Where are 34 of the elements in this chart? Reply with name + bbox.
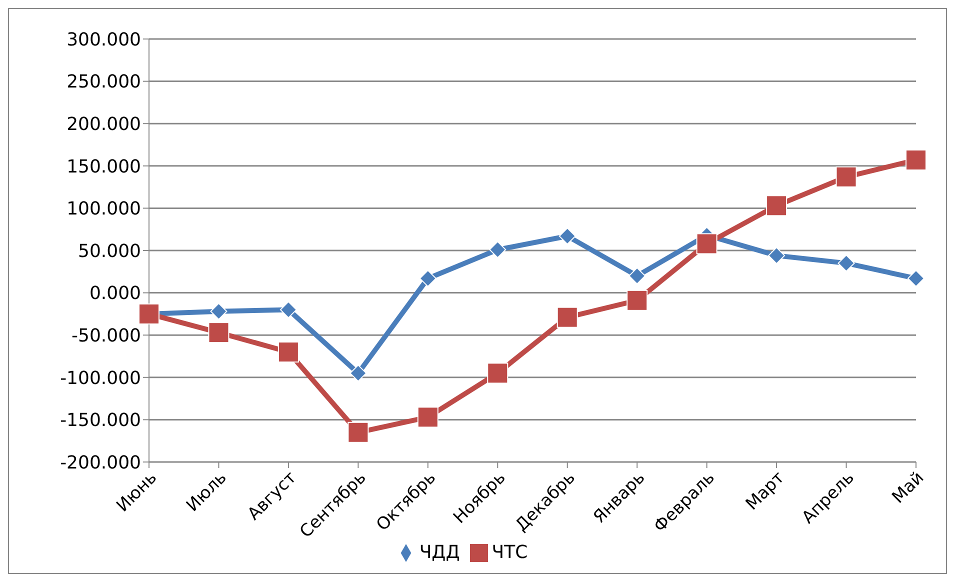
legend-label: ЧТС (492, 542, 528, 563)
point (906, 149, 926, 170)
point (278, 342, 299, 363)
point (487, 362, 508, 384)
point (766, 195, 788, 216)
point (419, 270, 436, 287)
point (210, 302, 228, 320)
point (908, 270, 924, 287)
y-tick-label: 300.000 (66, 29, 141, 50)
point (696, 233, 718, 254)
point (350, 364, 367, 382)
point (768, 247, 786, 264)
point (417, 406, 438, 428)
point (558, 228, 576, 245)
legend-label: ЧДД (419, 542, 460, 563)
point (838, 254, 855, 272)
y-tick-label: -100.000 (60, 368, 141, 389)
y-tick-label: -200.000 (60, 452, 141, 474)
y-tick-label: -150.000 (60, 410, 141, 432)
y-tick-label: 0.000 (89, 283, 141, 304)
point (836, 166, 857, 188)
y-tick-label: -50.000 (72, 325, 141, 346)
y-tick-label: 50.000 (78, 240, 141, 262)
point (208, 322, 230, 344)
point (628, 267, 646, 284)
point (626, 290, 648, 311)
y-tick-label: 100.000 (66, 198, 141, 220)
point (280, 301, 297, 318)
point (556, 306, 578, 328)
point (348, 422, 369, 443)
y-tick-label: 200.000 (66, 114, 141, 135)
y-tick-label: 150.000 (66, 156, 141, 178)
point (489, 241, 506, 258)
y-tick-label: 250.000 (66, 72, 141, 93)
